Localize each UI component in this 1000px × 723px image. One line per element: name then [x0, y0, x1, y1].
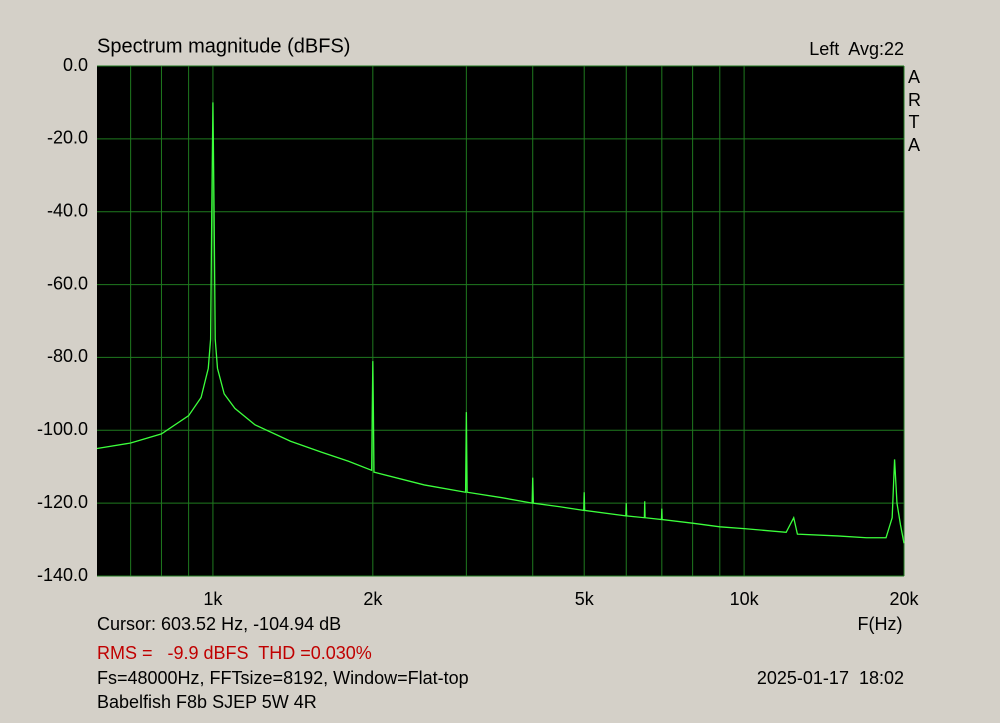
x-tick-label: 2k	[363, 589, 383, 609]
annotation: RMS = -9.9 dBFS THD =0.030%	[97, 643, 372, 663]
y-tick-label: -120.0	[37, 492, 88, 512]
x-tick-label: 1k	[203, 589, 223, 609]
chart-title: Spectrum magnitude (dBFS)	[97, 35, 350, 57]
annotation: 2025-01-17 18:02	[757, 668, 904, 688]
x-tick-label: 10k	[730, 589, 760, 609]
y-tick-label: -20.0	[47, 128, 88, 148]
x-tick-label: 5k	[575, 589, 595, 609]
y-tick-label: -60.0	[47, 273, 88, 293]
side-label: ARTA	[908, 67, 921, 155]
chart-subtitle: Left Avg:22	[809, 39, 904, 59]
spectrum-line	[96, 102, 905, 544]
plot-area	[97, 66, 904, 576]
x-axis-label: F(Hz)	[858, 614, 903, 634]
y-tick-label: -80.0	[47, 346, 88, 366]
y-tick-label: -140.0	[37, 565, 88, 585]
annotation: Fs=48000Hz, FFTsize=8192, Window=Flat-to…	[97, 668, 469, 688]
y-tick-label: -100.0	[37, 419, 88, 439]
annotation: Cursor: 603.52 Hz, -104.94 dB	[97, 614, 341, 634]
y-tick-label: -40.0	[47, 200, 88, 220]
x-tick-label: 20k	[889, 589, 919, 609]
annotation: Babelfish F8b SJEP 5W 4R	[97, 692, 317, 712]
y-tick-label: 0.0	[63, 55, 88, 75]
